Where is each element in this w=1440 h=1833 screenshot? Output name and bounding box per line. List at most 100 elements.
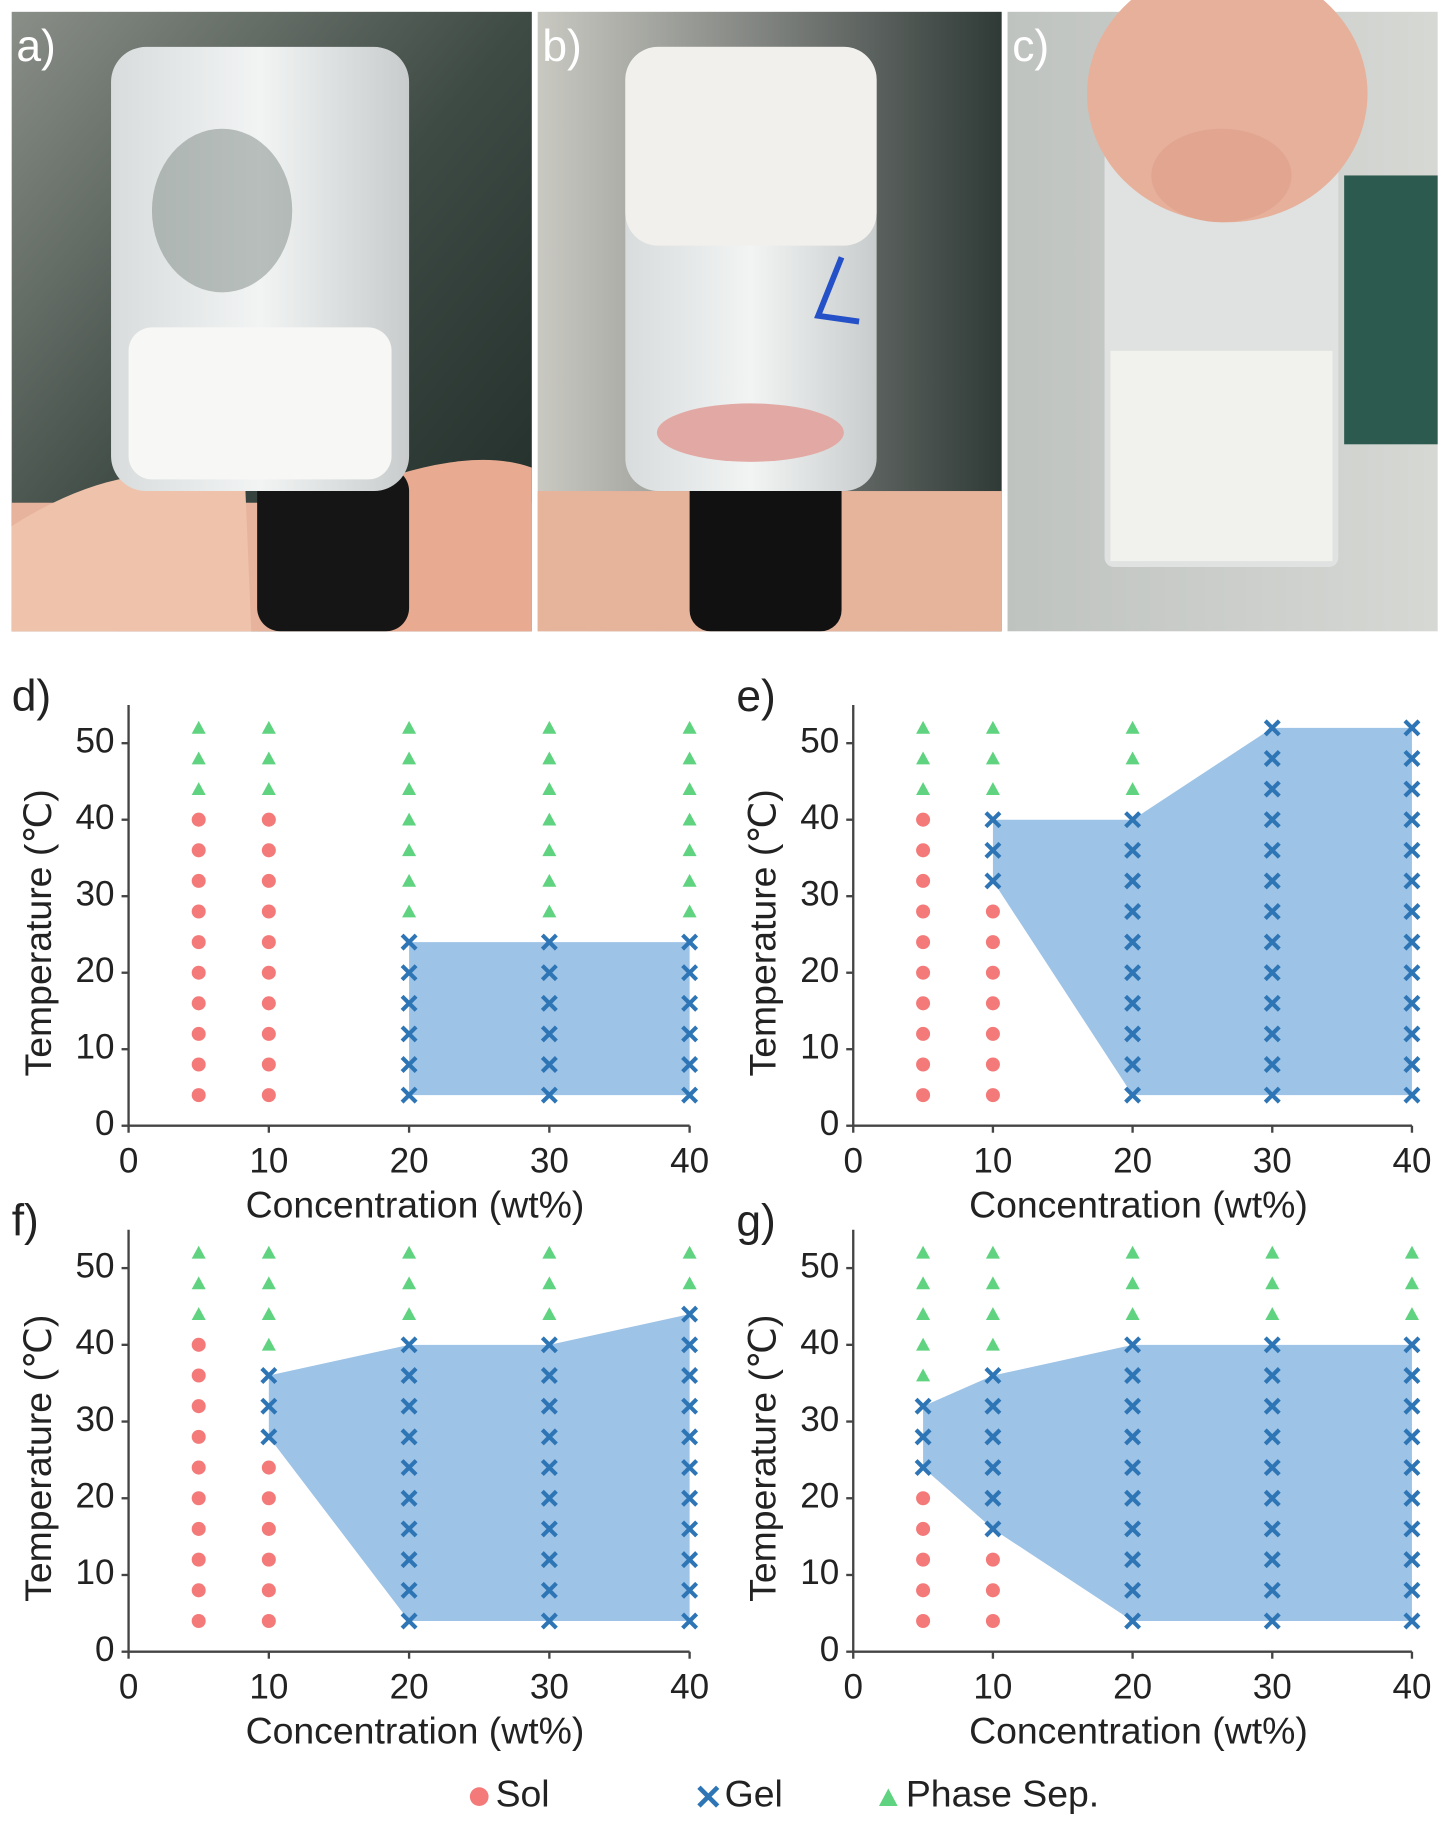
phase-point: [682, 1245, 697, 1259]
gel-point: [1124, 1336, 1142, 1354]
gel-point: [1263, 994, 1281, 1012]
sol-point: [916, 1088, 931, 1103]
y-tick-label: 20: [76, 951, 115, 990]
gel-point: [400, 1581, 418, 1599]
photo: b): [537, 11, 1002, 632]
phase-point: [402, 873, 417, 887]
panel-label: g): [736, 1197, 775, 1246]
sol-point: [985, 996, 1000, 1011]
y-tick-label: 50: [800, 721, 839, 760]
gel-point: [984, 1489, 1002, 1507]
phase-point: [682, 812, 697, 826]
gel-point: [1403, 933, 1421, 951]
phase-point: [191, 1276, 206, 1290]
legend-label: Phase Sep.: [906, 1773, 1099, 1815]
gel-point: [1263, 1520, 1281, 1538]
y-tick-label: 0: [95, 1630, 115, 1669]
phase-point: [191, 720, 206, 734]
phase-point: [1125, 782, 1140, 795]
phase-point: [985, 1276, 1000, 1290]
gel-point: [1263, 1086, 1281, 1104]
phase-point: [1125, 1276, 1140, 1290]
sol-point: [916, 1552, 931, 1567]
phase-point: [261, 720, 276, 734]
gel-point: [1263, 1489, 1281, 1507]
x-tick-label: 20: [1113, 1667, 1152, 1706]
gel-point: [681, 1489, 699, 1507]
gel-point: [540, 1086, 558, 1104]
x-tick-label: 0: [119, 1141, 139, 1180]
sol-point: [191, 1552, 206, 1567]
phase-point: [402, 843, 417, 857]
sol-point: [191, 935, 206, 950]
phase-point: [916, 1245, 931, 1259]
phase-point: [261, 1337, 276, 1351]
gel-point: [914, 1397, 932, 1415]
x-tick-label: 30: [1253, 1667, 1292, 1706]
gel-point: [1403, 1581, 1421, 1599]
gel-point: [1124, 1397, 1142, 1415]
sol-point: [985, 965, 1000, 980]
x-axis-title: Concentration (wt%): [969, 1183, 1308, 1225]
gel-point: [984, 841, 1002, 859]
sol-point: [916, 935, 931, 950]
sol-point: [916, 1583, 931, 1598]
phase-point: [261, 782, 276, 795]
gel-point: [1124, 903, 1142, 920]
phase-point: [916, 1307, 931, 1320]
x-tick-label: 10: [249, 1141, 288, 1180]
sol-point: [261, 1491, 276, 1506]
sol-point: [191, 1057, 206, 1072]
gel-point: [540, 1428, 558, 1446]
panel-label: a): [16, 22, 55, 71]
sol-point: [261, 1026, 276, 1041]
sol-point: [916, 843, 931, 858]
gel-point: [1263, 1367, 1281, 1384]
gel-point: [681, 1520, 699, 1538]
sol-point: [191, 873, 206, 888]
x-axis-title: Concentration (wt%): [246, 1183, 585, 1225]
gel-point: [1403, 964, 1421, 982]
phase-point: [985, 782, 1000, 795]
sol-point: [261, 1552, 276, 1567]
sol-point: [985, 904, 1000, 919]
x-tick-label: 20: [390, 1141, 429, 1180]
chart: 0 10 20 30 40 50 0 10 20 30 40 Concentration (wt%) T…: [12, 672, 709, 1226]
gel-point: [1263, 903, 1281, 920]
sol-point: [261, 904, 276, 919]
gel-point: [540, 994, 558, 1012]
gel-point: [400, 1336, 418, 1354]
phase-point: [402, 720, 417, 734]
gel-point: [540, 1489, 558, 1507]
panel-label: c): [1012, 22, 1049, 71]
gel-region: [992, 727, 1412, 1096]
sol-point: [191, 996, 206, 1011]
sol-point: [916, 1026, 931, 1041]
chart: 0 10 20 30 40 50 0 10 20 30 40 Concentration (wt%) T…: [736, 672, 1431, 1226]
gel-point: [540, 1367, 558, 1384]
gel-point: [400, 1551, 418, 1569]
gel-point: [1403, 1056, 1421, 1073]
gel-point: [984, 1428, 1002, 1446]
gel-point: [681, 1459, 699, 1477]
phase-point: [1125, 1307, 1140, 1320]
gel-point: [1403, 1612, 1421, 1630]
phase-point: [682, 720, 697, 734]
phase-point: [402, 751, 417, 765]
x-tick-label: 0: [843, 1141, 863, 1180]
sol-point: [191, 1583, 206, 1598]
phase-point: [682, 751, 697, 765]
sol-point: [261, 1521, 276, 1536]
sol-point: [985, 1613, 1000, 1629]
phase-point: [542, 751, 557, 765]
sol-point: [191, 1460, 206, 1475]
gel-point: [1263, 1581, 1281, 1599]
sol-point: [916, 996, 931, 1011]
x-tick-label: 20: [1113, 1141, 1152, 1180]
phase-point: [542, 873, 557, 887]
panel-label: e): [736, 672, 775, 721]
phase-point: [191, 1307, 206, 1320]
gel-point: [1403, 994, 1421, 1012]
x-tick-label: 40: [1392, 1667, 1431, 1706]
